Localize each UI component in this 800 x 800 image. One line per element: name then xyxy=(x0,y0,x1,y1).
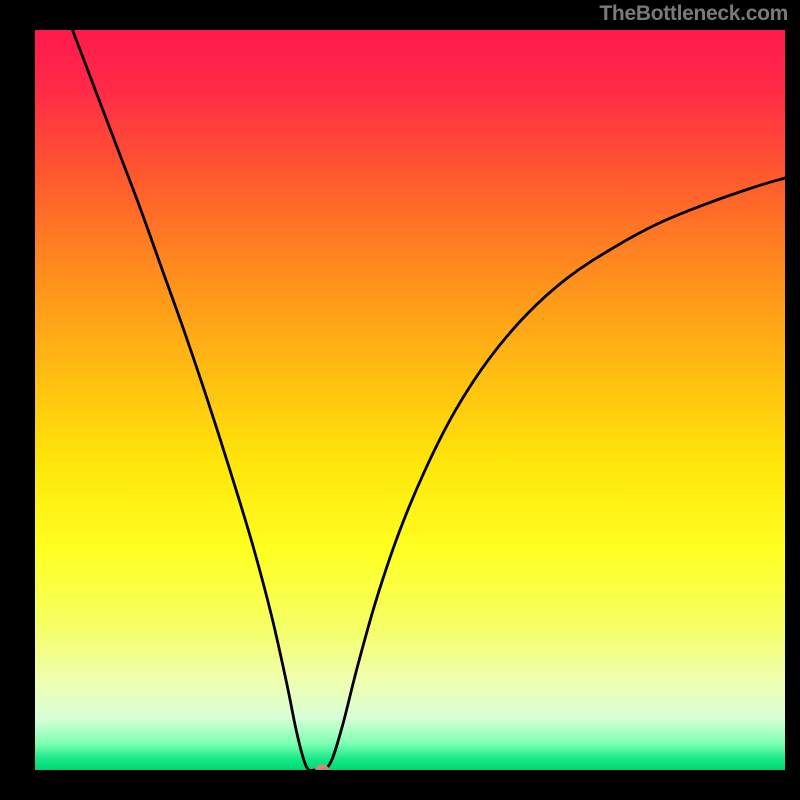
chart-frame: TheBottleneck.com xyxy=(0,0,800,800)
plot-area xyxy=(35,30,785,770)
gradient-background xyxy=(35,30,785,770)
bottleneck-curve-chart xyxy=(35,30,785,770)
watermark-text: TheBottleneck.com xyxy=(599,2,788,26)
